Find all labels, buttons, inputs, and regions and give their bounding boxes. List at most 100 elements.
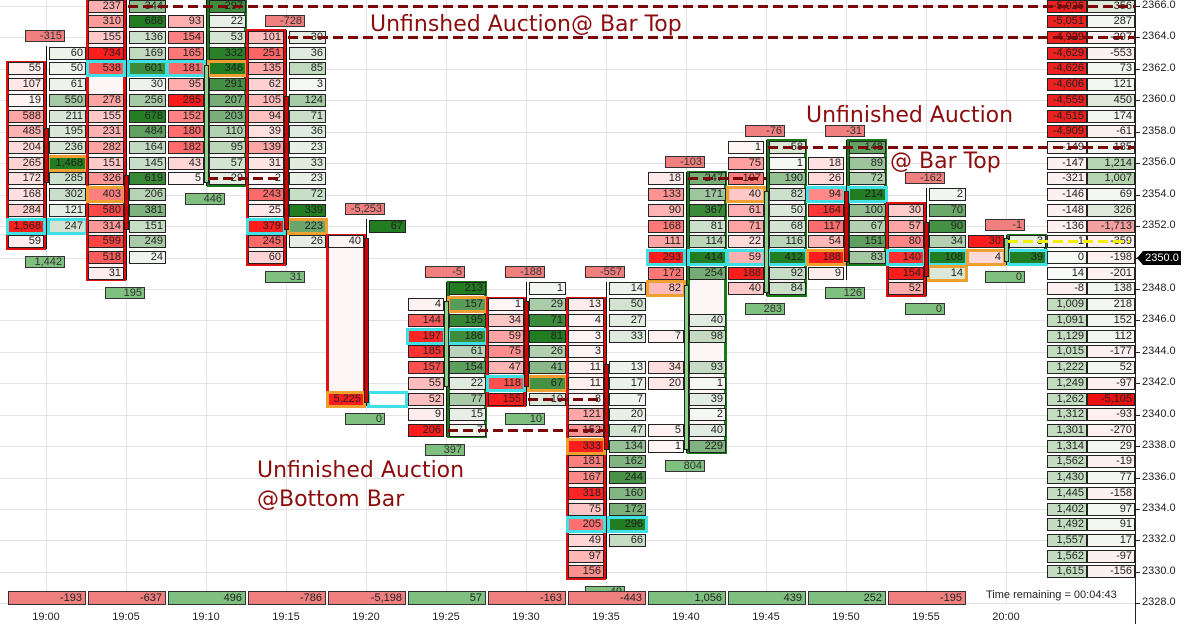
grid-line-h bbox=[0, 163, 1135, 165]
ask-cell: 688 bbox=[129, 15, 166, 29]
ask-cell: 67 bbox=[849, 219, 886, 233]
ask-cell: 164 bbox=[129, 140, 166, 154]
bar-volume-bottom-label: 397 bbox=[425, 444, 465, 457]
axis-tick bbox=[1135, 37, 1140, 39]
profile-left-cell: -4,626 bbox=[1047, 62, 1087, 76]
bid-cell: 5 bbox=[648, 423, 684, 437]
bid-cell: 599 bbox=[88, 235, 124, 249]
price-label: 2356.0 bbox=[1142, 156, 1176, 169]
bid-cell: 205 bbox=[566, 516, 606, 534]
ask-cell: 14 bbox=[927, 264, 968, 282]
ask-cell: 116 bbox=[769, 235, 806, 249]
ask-cell: 82 bbox=[769, 188, 806, 202]
bid-cell: 379 bbox=[246, 217, 286, 235]
ask-cell: 14 bbox=[609, 282, 646, 296]
bid-cell: 39 bbox=[248, 125, 284, 139]
ask-cell: 207 bbox=[209, 93, 246, 107]
profile-right-cell: -19 bbox=[1087, 455, 1135, 469]
bid-cell: 139 bbox=[248, 140, 284, 154]
ask-cell bbox=[367, 390, 408, 408]
bid-cell: 144 bbox=[408, 313, 444, 327]
bid-cell: 107 bbox=[8, 78, 44, 92]
bid-cell: 82 bbox=[646, 280, 686, 298]
bar-delta-top-label: -162 bbox=[905, 171, 945, 184]
time-label: 19:05 bbox=[112, 611, 140, 623]
bar-delta-box: 496 bbox=[168, 591, 246, 605]
grid-line-v bbox=[926, 0, 927, 605]
profile-right-cell: -5,105 bbox=[1087, 392, 1135, 406]
annotation-unfinished-top-right-2: @ Bar Top bbox=[890, 149, 1001, 174]
profile-right-cell: -198 bbox=[1087, 251, 1135, 265]
bid-cell: 151 bbox=[88, 156, 124, 170]
bid-cell: 62 bbox=[248, 78, 284, 92]
bid-cell: 155 bbox=[488, 392, 524, 406]
bid-cell: 20 bbox=[648, 376, 684, 390]
time-label: 19:00 bbox=[32, 611, 60, 623]
bar-delta-top-label: -315 bbox=[25, 30, 65, 43]
bid-cell: 40 bbox=[726, 186, 766, 204]
bid-cell: 1 bbox=[648, 439, 684, 453]
price-label: 2346.0 bbox=[1142, 313, 1176, 326]
ask-cell: 1,468 bbox=[47, 154, 88, 172]
ask-cell: 157 bbox=[447, 296, 488, 314]
ask-cell: 145 bbox=[129, 156, 166, 170]
bid-cell: 172 bbox=[8, 172, 44, 186]
price-label: 2338.0 bbox=[1142, 439, 1176, 452]
profile-right-cell: 138 bbox=[1087, 282, 1135, 296]
bar-volume-bottom-label: 1,442 bbox=[25, 255, 65, 268]
price-label: 2362.0 bbox=[1142, 61, 1176, 74]
bid-cell: 167 bbox=[568, 471, 604, 485]
axis-tick bbox=[1135, 288, 1140, 290]
ask-cell: 30 bbox=[129, 78, 166, 92]
ask-cell: 40 bbox=[689, 423, 726, 437]
ask-cell: 50 bbox=[49, 62, 86, 76]
ask-cell: 36 bbox=[289, 46, 326, 60]
bar-delta-top-label: -103 bbox=[665, 156, 705, 169]
bid-cell: 237 bbox=[88, 0, 124, 13]
bid-cell: 34 bbox=[488, 313, 524, 327]
bid-cell: 403 bbox=[86, 186, 126, 204]
bid-cell: 318 bbox=[568, 486, 604, 500]
bar-delta-box: -193 bbox=[8, 591, 86, 605]
bar-volume-bottom-label: 126 bbox=[825, 286, 865, 299]
bid-cell: 22 bbox=[728, 235, 764, 249]
ask-cell: 89 bbox=[849, 156, 886, 170]
profile-left-cell: 1,301 bbox=[1047, 423, 1087, 437]
ask-cell: 195 bbox=[49, 125, 86, 139]
ask-cell: 550 bbox=[49, 93, 86, 107]
grid-line-h bbox=[0, 226, 1135, 228]
bid-cell: 5 bbox=[168, 172, 204, 186]
bid-cell: 43 bbox=[168, 156, 204, 170]
ask-cell: 24 bbox=[129, 251, 166, 265]
ask-cell: 1 bbox=[529, 282, 566, 296]
bid-cell: 734 bbox=[88, 46, 124, 60]
profile-right-cell: 52 bbox=[1087, 361, 1135, 375]
bid-cell: 182 bbox=[168, 140, 204, 154]
profile-right-cell: 29 bbox=[1087, 439, 1135, 453]
ask-cell: 484 bbox=[129, 125, 166, 139]
grid-line-v bbox=[286, 0, 287, 605]
bar-delta-top-label: -5 bbox=[425, 266, 465, 279]
time-remaining: Time remaining = 00:04:43 bbox=[986, 589, 1117, 601]
profile-right-cell: 69 bbox=[1087, 188, 1135, 202]
ask-cell: 27 bbox=[609, 313, 646, 327]
profile-left-cell: 1,262 bbox=[1047, 392, 1087, 406]
bid-cell: 188 bbox=[728, 266, 764, 280]
profile-right-cell: 152 bbox=[1087, 313, 1135, 327]
ask-cell: 71 bbox=[529, 313, 566, 327]
bid-cell: 54 bbox=[808, 235, 844, 249]
bid-cell: 7 bbox=[648, 329, 684, 343]
ask-cell: 41 bbox=[529, 361, 566, 375]
ask-cell: 92 bbox=[769, 266, 806, 280]
ask-cell: 124 bbox=[289, 93, 326, 107]
bid-cell: 154 bbox=[168, 30, 204, 44]
unfinished-auction-line bbox=[528, 397, 606, 401]
ask-cell: 61 bbox=[49, 78, 86, 92]
ask-cell: 412 bbox=[767, 249, 808, 267]
axis-tick bbox=[1135, 540, 1140, 542]
bid-cell: 245 bbox=[248, 235, 284, 249]
profile-right-cell: 112 bbox=[1087, 329, 1135, 343]
ask-cell: 151 bbox=[129, 219, 166, 233]
price-label: 2344.0 bbox=[1142, 344, 1176, 357]
